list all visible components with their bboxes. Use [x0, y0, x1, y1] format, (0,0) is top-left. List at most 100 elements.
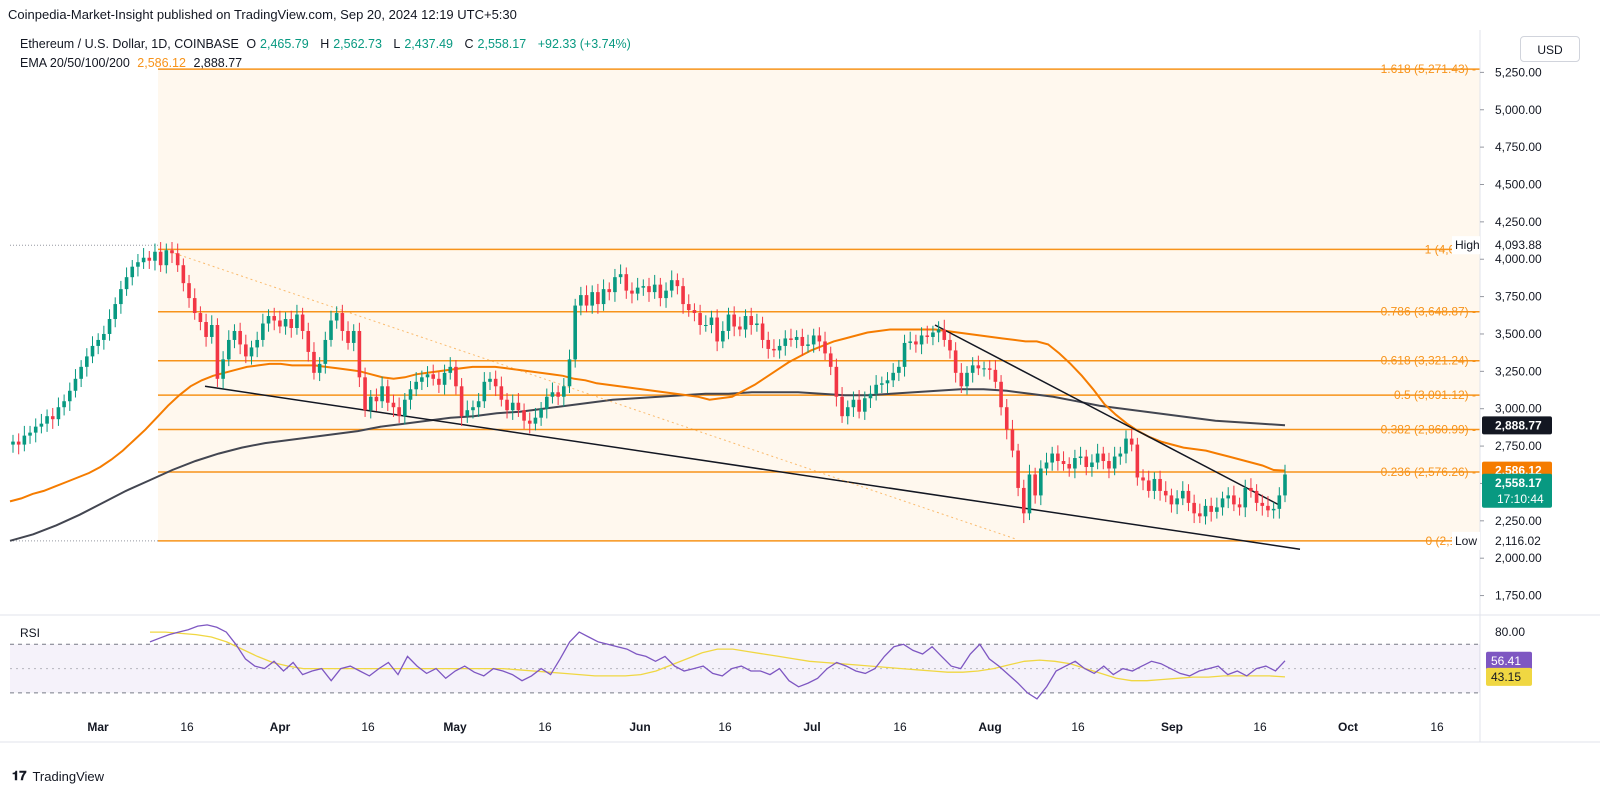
price-badge-bg: [1482, 473, 1552, 508]
candle-body: [312, 351, 316, 373]
candle-body: [1209, 505, 1213, 512]
candle-body: [1021, 487, 1026, 514]
ema-label[interactable]: EMA 20/50/100/200: [20, 56, 130, 70]
candle-body: [1061, 461, 1066, 465]
rsi-ma-value-badge: 43.15: [1486, 667, 1532, 686]
candle-body: [113, 304, 118, 320]
candle-body: [16, 441, 21, 445]
candle-body: [630, 290, 634, 294]
candle-body: [329, 320, 333, 340]
candle-body: [1277, 495, 1282, 509]
candle-body: [192, 298, 197, 314]
candle-body: [1050, 453, 1054, 463]
candle-body: [914, 341, 918, 345]
candle-body: [56, 407, 61, 420]
x-tick-label: Mar: [87, 720, 109, 734]
candle-body: [107, 319, 112, 334]
candle-body: [471, 407, 475, 411]
candle-body: [1027, 474, 1032, 514]
price-badge-bg: [1482, 461, 1552, 480]
candle-body: [828, 353, 833, 367]
candle-body: [721, 330, 725, 342]
close-value: 2,558.17: [477, 37, 527, 51]
descending-trendline[interactable]: [934, 324, 1279, 506]
fib-label: 0.382 (2,860.99) -: [1381, 422, 1476, 436]
candle-body: [346, 330, 350, 343]
candle-body: [902, 342, 907, 367]
candle-body: [601, 289, 606, 305]
candle-body: [789, 338, 793, 340]
y-tick-label: 1,750.00: [1495, 589, 1542, 603]
candle-body: [556, 392, 560, 397]
candle-body: [766, 339, 771, 349]
y-tick-label: 2,000.00: [1495, 551, 1542, 565]
candle-body: [510, 402, 515, 411]
candle-body: [1124, 438, 1128, 454]
candle-body: [885, 380, 890, 384]
candle-body: [397, 407, 401, 417]
tradingview-logo-icon: 𝟏𝟕: [12, 768, 27, 783]
currency-button[interactable]: USD: [1520, 36, 1580, 62]
candle-body: [414, 381, 418, 390]
candle-body: [380, 386, 384, 402]
footer-brand[interactable]: TradingView: [32, 768, 105, 784]
candle-body: [874, 384, 878, 394]
x-tick-label: 16: [1071, 720, 1085, 734]
candle-body: [652, 284, 657, 293]
candle-body: [862, 398, 867, 412]
marker-value: 2,116.02: [1495, 534, 1541, 548]
candle-body: [459, 386, 464, 417]
candle-body: [1175, 498, 1179, 505]
candle-body: [442, 372, 447, 385]
candle-body: [1243, 487, 1248, 508]
candle-body: [45, 416, 49, 424]
y-tick-label: 5,000.00: [1495, 103, 1542, 117]
candle-body: [493, 378, 498, 387]
fib-label: 0 (2,116 -: [1426, 534, 1476, 548]
y-tick-label: 2,500.00: [1495, 476, 1542, 490]
change-value: +92.33 (+3.74%): [537, 37, 631, 51]
candle-body: [136, 262, 140, 267]
close-label: C: [464, 37, 474, 51]
low-marker: Low 2,116.02: [1452, 531, 1580, 550]
candle-body: [579, 295, 583, 306]
x-tick-label: Jun: [629, 720, 650, 734]
candle-body: [50, 416, 55, 420]
y-tick-label: 2,750.00: [1495, 439, 1542, 453]
rsi-ma-badge-bg: [1486, 667, 1532, 686]
candle-body: [1141, 477, 1145, 481]
candle-body: [993, 369, 998, 382]
candle-body: [976, 365, 981, 369]
candle-body: [153, 251, 157, 261]
candle-body: [437, 378, 441, 385]
candle-body: [1101, 453, 1106, 462]
candle-body: [516, 402, 521, 411]
symbol-legend: Ethereum / U.S. Dollar, 1D, COINBASE O 2,…: [20, 37, 635, 51]
candle-body: [454, 366, 458, 387]
fib-label: 0.786 (3,648.87) -: [1381, 305, 1476, 319]
candle-body: [1266, 505, 1270, 511]
candle-body: [1226, 495, 1231, 499]
candle-body: [1084, 456, 1089, 468]
ema-200-line: [9, 388, 1286, 542]
symbol-name[interactable]: Ethereum / U.S. Dollar, 1D, COINBASE: [20, 37, 239, 51]
y-tick-label: 2,250.00: [1495, 514, 1542, 528]
candle-body: [987, 368, 992, 370]
candle-body: [811, 335, 816, 345]
high-label: H: [320, 37, 330, 51]
rsi-band: [10, 644, 1480, 693]
marker-label-bg: [1452, 236, 1480, 255]
candle-body: [1039, 468, 1043, 496]
candle-body: [840, 396, 844, 417]
fib-anchor-diagonal: [169, 251, 1016, 540]
falling-wedge-lower-trendline[interactable]: [204, 385, 1301, 550]
x-tick-label: 16: [893, 720, 907, 734]
candle-body: [891, 372, 895, 381]
candle-body: [686, 304, 691, 311]
candle-body: [1112, 456, 1117, 469]
candle-body: [67, 390, 72, 402]
price-badge-bg: [1482, 416, 1552, 435]
marker-label-bg: [1452, 531, 1480, 550]
candle-body: [1095, 453, 1100, 463]
